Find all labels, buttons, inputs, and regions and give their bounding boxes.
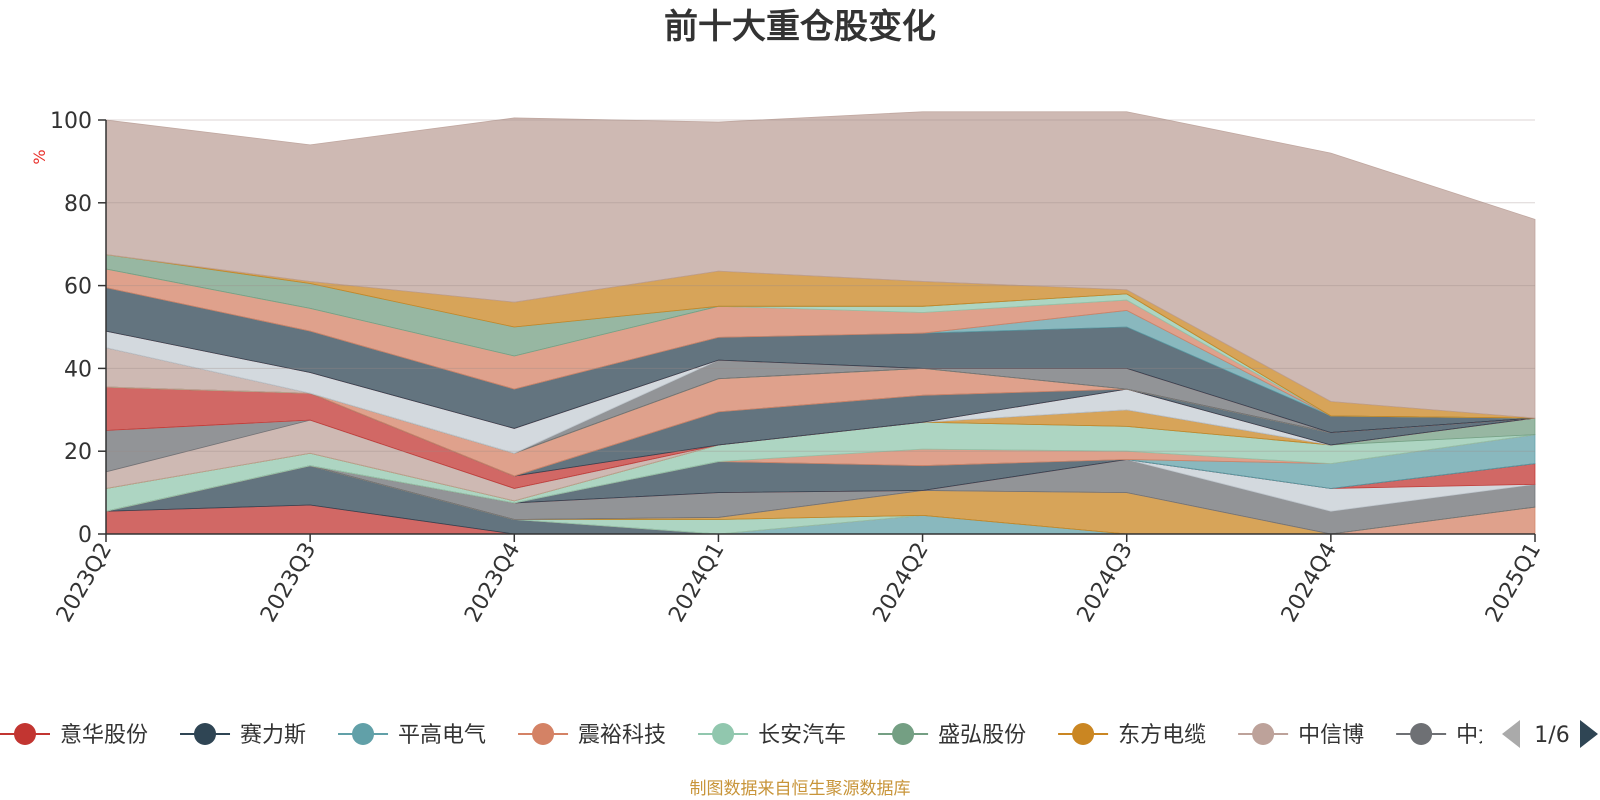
- legend-label: 长安汽车: [758, 723, 846, 748]
- plot-area: [105, 111, 1536, 535]
- x-tick-label: 2023Q2: [52, 539, 117, 627]
- legend-marker: [532, 723, 555, 745]
- legend-page-indicator: 1/6: [1534, 723, 1569, 748]
- legend-marker: [14, 723, 36, 745]
- x-tick-label: 2024Q1: [664, 539, 729, 627]
- legend-marker: [352, 723, 375, 745]
- legend-item[interactable]: 中信博: [1238, 723, 1364, 748]
- legend-marker: [1072, 723, 1095, 745]
- triangle-right-icon[interactable]: [1580, 720, 1598, 748]
- legend-marker: [1410, 723, 1433, 745]
- y-axis-unit: %: [30, 149, 49, 164]
- y-tick-label: 40: [64, 357, 92, 382]
- triangle-left-icon[interactable]: [1502, 720, 1520, 748]
- legend-marker: [712, 723, 735, 745]
- legend-item[interactable]: 东方电缆: [1058, 723, 1206, 748]
- legend-item[interactable]: 长安汽车: [698, 723, 846, 748]
- y-tick-label: 80: [64, 192, 92, 217]
- y-tick-label: 20: [64, 440, 92, 465]
- legend-item[interactable]: 震裕科技: [518, 723, 666, 748]
- x-tick-label: 2024Q4: [1277, 539, 1342, 627]
- legend-item[interactable]: 盛弘股份: [878, 723, 1026, 748]
- legend-label: 意华股份: [60, 723, 148, 748]
- legend-item[interactable]: 意华股份: [0, 723, 148, 748]
- legend-label: 东方电缆: [1118, 723, 1206, 748]
- legend-item[interactable]: 中大力德: [1396, 723, 1544, 748]
- x-tick-label: 2023Q3: [256, 539, 321, 627]
- legend-label: 中大力德: [1456, 723, 1544, 748]
- legend-items: 意华股份 赛力斯 平高电气 震裕科技 长安汽车 盛弘股份 东方电缆 中信博 中大力德: [0, 723, 1544, 748]
- legend-item[interactable]: 平高电气: [338, 723, 486, 748]
- y-tick-label: 60: [64, 275, 92, 300]
- x-tick-label: 2024Q2: [868, 539, 933, 627]
- y-tick-label: 100: [50, 109, 92, 134]
- legend-label: 赛力斯: [240, 723, 306, 748]
- y-tick-label: 0: [78, 523, 92, 548]
- legend-label: 盛弘股份: [938, 723, 1026, 748]
- legend-marker: [892, 723, 915, 745]
- x-tick-label: 2024Q3: [1073, 539, 1138, 627]
- x-tick-label: 2023Q4: [460, 539, 525, 627]
- legend-marker: [1252, 723, 1275, 745]
- legend-label: 中信博: [1298, 723, 1364, 748]
- legend-label: 震裕科技: [578, 723, 666, 748]
- chart-title: 前十大重仓股变化: [664, 7, 936, 47]
- legend-marker: [194, 723, 217, 745]
- legend-label: 平高电气: [398, 723, 486, 748]
- data-source-note: 制图数据来自恒生聚源数据库: [690, 779, 911, 799]
- grid-lines: [106, 119, 1535, 452]
- x-tick-label: 2025Q1: [1481, 539, 1546, 627]
- legend-item[interactable]: 赛力斯: [180, 723, 306, 748]
- area-series-38: [105, 111, 1536, 419]
